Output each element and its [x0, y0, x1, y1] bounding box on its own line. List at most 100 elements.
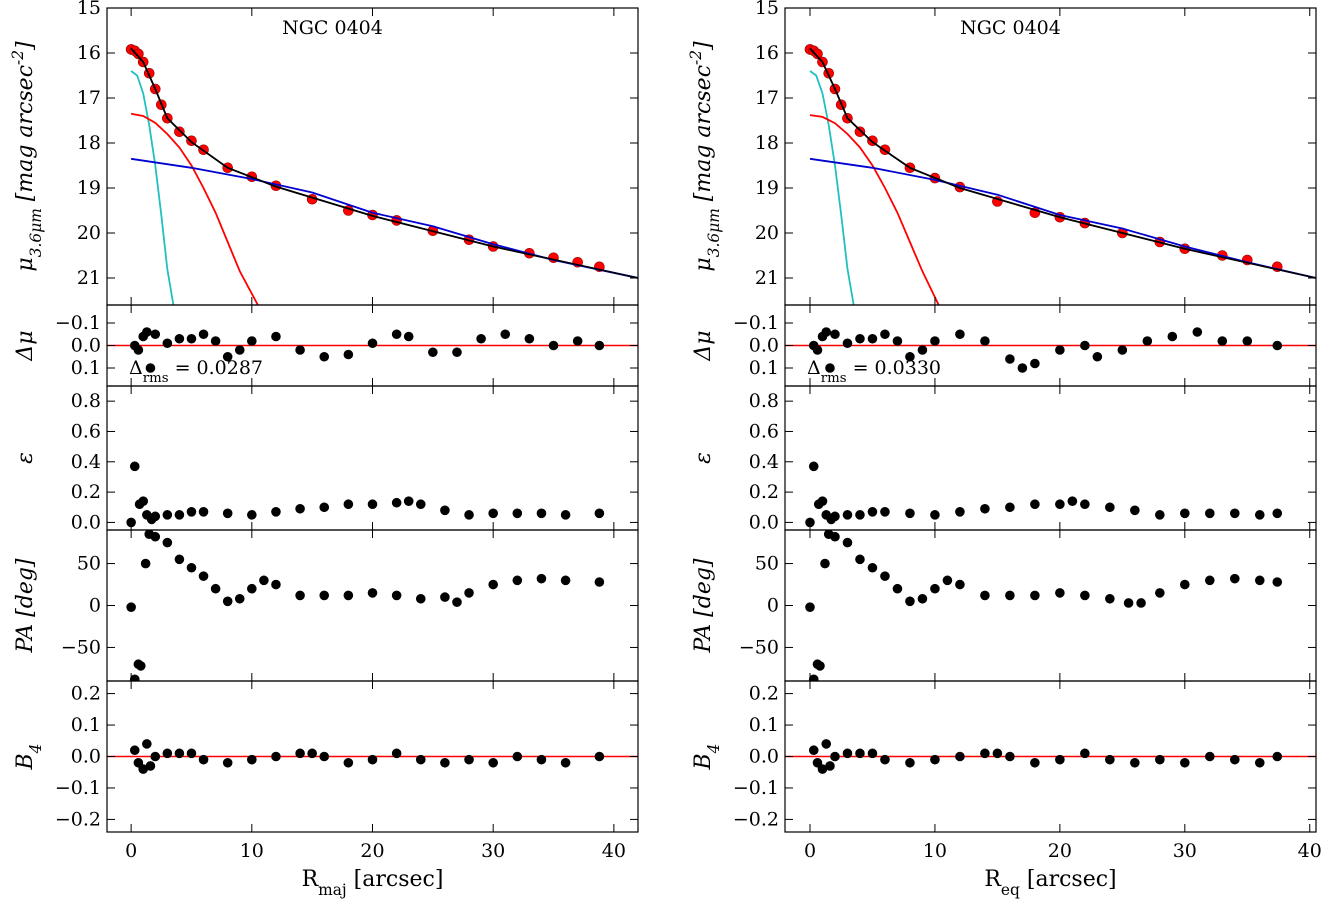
- y-tick-label: 0.4: [749, 451, 779, 473]
- series-group: [808, 327, 1283, 373]
- series-group: [125, 44, 638, 305]
- data-point: [854, 126, 866, 138]
- measure-point: [842, 510, 853, 520]
- measure-point: [367, 499, 378, 510]
- measure-point: [536, 573, 547, 584]
- measure-point: [138, 496, 149, 507]
- measure-point: [955, 579, 965, 590]
- measure-point: [808, 674, 819, 681]
- measure-point: [1272, 340, 1283, 351]
- measure-point: [142, 327, 152, 337]
- measure-point: [1005, 751, 1015, 762]
- measure-point: [367, 338, 378, 349]
- measure-point: [1105, 502, 1115, 513]
- x-tick-label: 0: [804, 840, 816, 862]
- measure-point: [905, 757, 915, 768]
- measure-point: [917, 345, 928, 355]
- measure-point: [842, 338, 853, 349]
- measure-point: [808, 745, 819, 756]
- data-point: [174, 126, 185, 138]
- measure-point: [367, 588, 378, 598]
- y-axis-label: μ3.6μm [mag arcsec-2]: [687, 41, 723, 272]
- measure-point: [1180, 757, 1190, 768]
- series-group: [808, 739, 1283, 774]
- measure-point: [1272, 577, 1283, 587]
- measure-point: [186, 507, 197, 517]
- measure-point: [980, 503, 990, 514]
- measure-point: [150, 511, 161, 522]
- measure-point: [812, 757, 823, 768]
- measure-point: [222, 757, 233, 768]
- measure-point: [808, 461, 819, 472]
- measure-point: [343, 499, 354, 510]
- y-tick-label: 21: [755, 267, 779, 289]
- measure-point: [1229, 573, 1240, 584]
- measure-point: [805, 602, 815, 612]
- measure-point: [464, 754, 474, 765]
- measure-point: [145, 761, 156, 771]
- y-tick-label: 21: [77, 267, 101, 289]
- y-tick-label: 0.2: [71, 481, 101, 503]
- measure-point: [247, 510, 257, 520]
- measure-point: [1005, 502, 1015, 513]
- measure-point: [594, 340, 605, 351]
- measure-point: [234, 345, 245, 355]
- y-tick-label: 0.0: [71, 335, 101, 357]
- measure-point: [930, 510, 940, 520]
- measure-point: [271, 331, 281, 342]
- measure-point: [247, 754, 257, 765]
- panel-b4: −0.2 −0.1 0.0 0.1 0.2 B4: [13, 680, 639, 833]
- y-tick-label: 19: [755, 177, 779, 199]
- measure-point: [930, 336, 940, 346]
- component-curve: [130, 70, 175, 305]
- measure-point: [1155, 588, 1165, 598]
- y-tick-label: 0.2: [749, 481, 779, 503]
- measure-point: [825, 761, 835, 771]
- measure-point: [1080, 499, 1090, 510]
- measure-point: [1254, 757, 1265, 768]
- measure-point: [343, 590, 354, 601]
- measure-point: [415, 754, 426, 765]
- measure-point: [867, 333, 878, 344]
- measure-point: [440, 505, 450, 516]
- measure-point: [917, 593, 928, 604]
- measure-point: [1067, 496, 1078, 507]
- measure-point: [880, 507, 890, 517]
- measure-point: [476, 333, 486, 344]
- y-tick-label: −0.2: [55, 808, 101, 830]
- y-tick-label: 19: [77, 177, 101, 199]
- measure-point: [162, 510, 173, 520]
- measure-point: [512, 575, 523, 586]
- panel-frame: [784, 385, 1317, 531]
- measure-point: [1105, 754, 1115, 765]
- y-axis-label: B4: [13, 744, 45, 771]
- measure-point: [830, 511, 840, 522]
- panel-b4: −0.2 −0.1 0.0 0.1 0.2 B4: [691, 680, 1317, 833]
- y-tick-label: −50: [739, 636, 779, 658]
- measure-point: [295, 503, 305, 514]
- measure-point: [512, 508, 523, 519]
- measure-point: [1080, 590, 1090, 601]
- model-curve: [130, 47, 638, 279]
- measure-point: [174, 333, 185, 344]
- component-curve: [809, 157, 1316, 279]
- measure-point: [500, 329, 511, 340]
- measure-point: [271, 579, 281, 590]
- measure-point: [367, 754, 378, 765]
- series-group: [126, 461, 605, 528]
- measure-point: [295, 590, 305, 601]
- measure-point: [271, 751, 281, 762]
- series-group: [126, 530, 605, 681]
- measure-point: [867, 562, 878, 573]
- measure-point: [210, 583, 221, 594]
- measure-point: [488, 757, 498, 768]
- measure-point: [452, 597, 462, 607]
- y-tick-label: 0.8: [749, 390, 779, 412]
- y-tick-label: 50: [77, 553, 101, 575]
- measure-point: [198, 754, 209, 765]
- measure-point: [1155, 754, 1165, 765]
- measure-point: [1180, 579, 1190, 590]
- x-axis-label: Rmaj [arcsec]: [302, 867, 444, 899]
- model-curve-overlay: [809, 48, 1316, 279]
- measure-point: [319, 351, 330, 362]
